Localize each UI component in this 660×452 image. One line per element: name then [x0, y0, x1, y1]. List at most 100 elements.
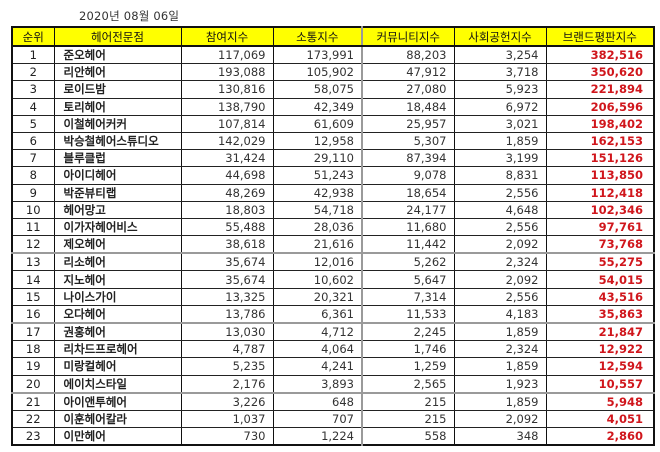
table-body: 1 준오헤어 117,069 173,991 88,203 3,254 382,516 2 리안… — [11, 45, 655, 446]
cell-rank: 1 — [11, 45, 55, 65]
cell-community: 24,177 — [361, 200, 455, 219]
header-communication: 소통지수 — [272, 26, 363, 47]
cell-salon-name: 리차드프로헤어 — [53, 340, 182, 359]
cell-brand-score: 4,051 — [545, 409, 655, 429]
table-row: 17 권홍헤어 13,030 4,712 2,245 1,859 21,847 — [11, 322, 655, 342]
cell-salon-name: 이철헤어커커 — [53, 114, 182, 133]
cell-participation: 13,325 — [180, 287, 274, 306]
cell-salon-name: 제오헤어 — [53, 235, 182, 254]
cell-communication: 3,893 — [272, 374, 363, 394]
cell-brand-score: 162,153 — [545, 131, 655, 151]
brand-reputation-table: 순위 헤어전문점 참여지수 소통지수 커뮤니티지수 사회공헌지수 브랜드평판지수… — [11, 26, 655, 447]
cell-communication: 10,602 — [272, 270, 363, 289]
cell-communication: 58,075 — [272, 80, 363, 99]
header-brand: 브랜드평판지수 — [545, 26, 655, 47]
table-row: 1 준오헤어 117,069 173,991 88,203 3,254 382,516 — [11, 45, 655, 65]
cell-participation: 35,674 — [180, 252, 274, 272]
cell-community: 11,442 — [361, 235, 455, 254]
cell-brand-score: 350,620 — [545, 63, 655, 82]
cell-brand-score: 12,922 — [545, 340, 655, 359]
cell-salon-name: 에이치스타일 — [53, 374, 182, 394]
cell-salon-name: 아이앤투헤어 — [53, 391, 182, 411]
cell-participation: 138,790 — [180, 97, 274, 116]
cell-rank: 17 — [11, 322, 55, 342]
cell-salon-name: 권홍헤어 — [53, 322, 182, 342]
cell-social: 4,183 — [453, 304, 547, 324]
cell-communication: 54,718 — [272, 200, 363, 219]
cell-brand-score: 112,418 — [545, 183, 655, 202]
cell-social: 3,718 — [453, 63, 547, 82]
cell-social: 2,092 — [453, 409, 547, 429]
cell-social: 5,923 — [453, 80, 547, 99]
cell-brand-score: 221,894 — [545, 80, 655, 99]
cell-social: 1,859 — [453, 131, 547, 151]
cell-social: 3,254 — [453, 45, 547, 65]
cell-community: 27,080 — [361, 80, 455, 99]
table-row: 4 토리헤어 138,790 42,349 18,484 6,972 206,596 — [11, 97, 655, 116]
cell-social: 6,972 — [453, 97, 547, 116]
cell-brand-score: 55,275 — [545, 252, 655, 272]
cell-communication: 707 — [272, 409, 363, 429]
header-participation: 참여지수 — [180, 26, 274, 47]
cell-rank: 5 — [11, 114, 55, 133]
cell-communication: 12,958 — [272, 131, 363, 151]
cell-participation: 48,269 — [180, 183, 274, 202]
cell-participation: 193,088 — [180, 63, 274, 82]
cell-community: 11,680 — [361, 217, 455, 237]
cell-communication: 173,991 — [272, 45, 363, 65]
cell-rank: 11 — [11, 217, 55, 237]
cell-communication: 61,609 — [272, 114, 363, 133]
cell-community: 18,654 — [361, 183, 455, 202]
cell-community: 18,484 — [361, 97, 455, 116]
table-row: 13 리소헤어 35,674 12,016 5,262 2,324 55,275 — [11, 252, 655, 272]
cell-community: 215 — [361, 391, 455, 411]
table-row: 16 오다헤어 13,786 6,361 11,533 4,183 35,863 — [11, 304, 655, 324]
cell-social: 1,859 — [453, 357, 547, 376]
table-row: 2 리안헤어 193,088 105,902 47,912 3,718 350,620 — [11, 63, 655, 82]
cell-community: 5,262 — [361, 252, 455, 272]
cell-rank: 4 — [11, 97, 55, 116]
cell-communication: 42,938 — [272, 183, 363, 202]
table-row: 9 박준뷰티랩 48,269 42,938 18,654 2,556 112,418 — [11, 183, 655, 202]
cell-participation: 730 — [180, 427, 274, 446]
cell-communication: 4,712 — [272, 322, 363, 342]
cell-salon-name: 오다헤어 — [53, 304, 182, 324]
cell-salon-name: 토리헤어 — [53, 97, 182, 116]
cell-rank: 23 — [11, 427, 55, 446]
cell-social: 348 — [453, 427, 547, 446]
header-social: 사회공헌지수 — [453, 26, 547, 47]
table-row: 15 나이스가이 13,325 20,321 7,314 2,556 43,516 — [11, 287, 655, 306]
table-row: 22 이훈헤어칼라 1,037 707 215 2,092 4,051 — [11, 409, 655, 429]
cell-participation: 13,786 — [180, 304, 274, 324]
cell-communication: 28,036 — [272, 217, 363, 237]
cell-participation: 31,424 — [180, 149, 274, 168]
cell-brand-score: 43,516 — [545, 287, 655, 306]
cell-brand-score: 113,850 — [545, 166, 655, 185]
cell-participation: 130,816 — [180, 80, 274, 99]
cell-rank: 14 — [11, 270, 55, 289]
cell-brand-score: 5,948 — [545, 391, 655, 411]
table-row: 7 블루클럽 31,424 29,110 87,394 3,199 151,126 — [11, 149, 655, 168]
cell-social: 1,859 — [453, 322, 547, 342]
cell-communication: 20,321 — [272, 287, 363, 306]
cell-rank: 6 — [11, 131, 55, 151]
cell-rank: 15 — [11, 287, 55, 306]
cell-community: 47,912 — [361, 63, 455, 82]
cell-social: 2,324 — [453, 252, 547, 272]
cell-brand-score: 21,847 — [545, 322, 655, 342]
cell-communication: 6,361 — [272, 304, 363, 324]
cell-rank: 20 — [11, 374, 55, 394]
cell-rank: 12 — [11, 235, 55, 254]
cell-participation: 3,226 — [180, 391, 274, 411]
cell-brand-score: 102,346 — [545, 200, 655, 219]
table-row: 11 이가자헤어비스 55,488 28,036 11,680 2,556 97,761 — [11, 217, 655, 237]
cell-participation: 44,698 — [180, 166, 274, 185]
table-row: 20 에이치스타일 2,176 3,893 2,565 1,923 10,557 — [11, 374, 655, 394]
cell-participation: 4,787 — [180, 340, 274, 359]
table-row: 18 리차드프로헤어 4,787 4,064 1,746 2,324 12,922 — [11, 340, 655, 359]
cell-community: 1,746 — [361, 340, 455, 359]
cell-brand-score: 198,402 — [545, 114, 655, 133]
cell-salon-name: 로이드밤 — [53, 80, 182, 99]
table-row: 21 아이앤투헤어 3,226 648 215 1,859 5,948 — [11, 391, 655, 411]
cell-brand-score: 2,860 — [545, 427, 655, 446]
